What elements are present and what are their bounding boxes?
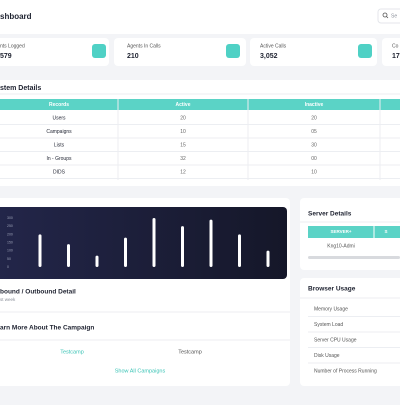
table-cell: Kng10-Admi [327,243,355,249]
stat-value: 210 [127,53,139,60]
usage-item: Disk Usage [314,353,340,359]
chart-subtitle: st week [0,297,16,302]
table-cell: 20 [180,115,186,121]
search-icon [382,12,388,18]
table-cell: Campaigns [46,129,72,135]
bar [95,255,99,267]
chart-title: bound / Outbound Detail [0,289,76,296]
top-bar [0,0,400,34]
stat-label: Agents In Calls [127,43,161,49]
bar [152,218,156,267]
column-header: Active [175,102,190,108]
stat-card [250,38,377,66]
link[interactable]: Show All Campaigns [115,368,166,374]
table-cell: 05 [311,129,317,135]
bar [38,234,42,267]
stat-card [0,38,109,66]
y-tick-label: 300 [7,216,13,220]
table-cell: 15 [180,142,186,148]
stat-label: Active Calls [260,43,287,49]
stat-label: Co [392,43,399,49]
stat-label: nts Logged [0,43,25,49]
stat-card [114,38,246,66]
search-box[interactable] [377,8,400,24]
y-tick-label: 250 [7,224,13,228]
stat-icon [226,44,240,58]
table-cell: 12 [180,169,186,175]
table-header [0,99,400,110]
y-tick-label: 150 [7,240,13,244]
table-cell: In - Groups [46,156,72,162]
table-cell: 10 [311,169,317,175]
y-tick-label: 0 [7,265,9,269]
table-cell: 30 [311,142,317,148]
usage-item: System Load [314,322,343,328]
stat-icon [92,44,106,58]
table-cell: 10 [180,129,186,135]
stat-value: 3,052 [260,53,278,60]
bar [181,226,184,267]
usage-item: Server CPU Usage [314,337,357,343]
column-header: S [384,229,387,234]
table-cell: Users [52,115,66,121]
bar [266,250,270,267]
y-tick-label: 100 [7,249,13,253]
table-cell: 32 [180,156,186,162]
section-title: Server Details [308,211,352,218]
table-cell: 00 [311,156,317,162]
table-cell: 20 [311,115,317,121]
stat-value: 17 [392,53,400,60]
stat-value: 579 [0,53,12,60]
stat-card [382,38,400,66]
page-title: shboard [0,12,32,21]
section-title: arn More About The Campaign [0,325,94,332]
chart-area [0,207,287,279]
scrollbar[interactable] [308,256,400,259]
y-tick-label: 50 [7,257,11,261]
search-icon [386,16,389,19]
usage-item: Number of Process Running [314,368,377,374]
bar [124,237,127,267]
stat-icon [358,44,372,58]
y-tick-label: 200 [7,232,13,236]
search-placeholder: Se [391,13,397,19]
campaign-item: Testcamp [178,349,202,355]
table-cell: Lists [54,142,65,148]
section-title: stem Details [0,85,41,92]
table-cell: DIDS [53,169,66,175]
campaign-item: Testcamp [60,349,84,355]
bar [209,219,213,267]
section-title: Browser Usage [308,286,356,293]
bar [67,244,70,267]
column-header: Records [49,102,69,108]
column-header: SERVER+ [330,229,351,234]
bar [238,234,241,267]
usage-item: Memory Usage [314,306,348,312]
column-header: Inactive [305,102,324,108]
table-header [308,226,400,238]
